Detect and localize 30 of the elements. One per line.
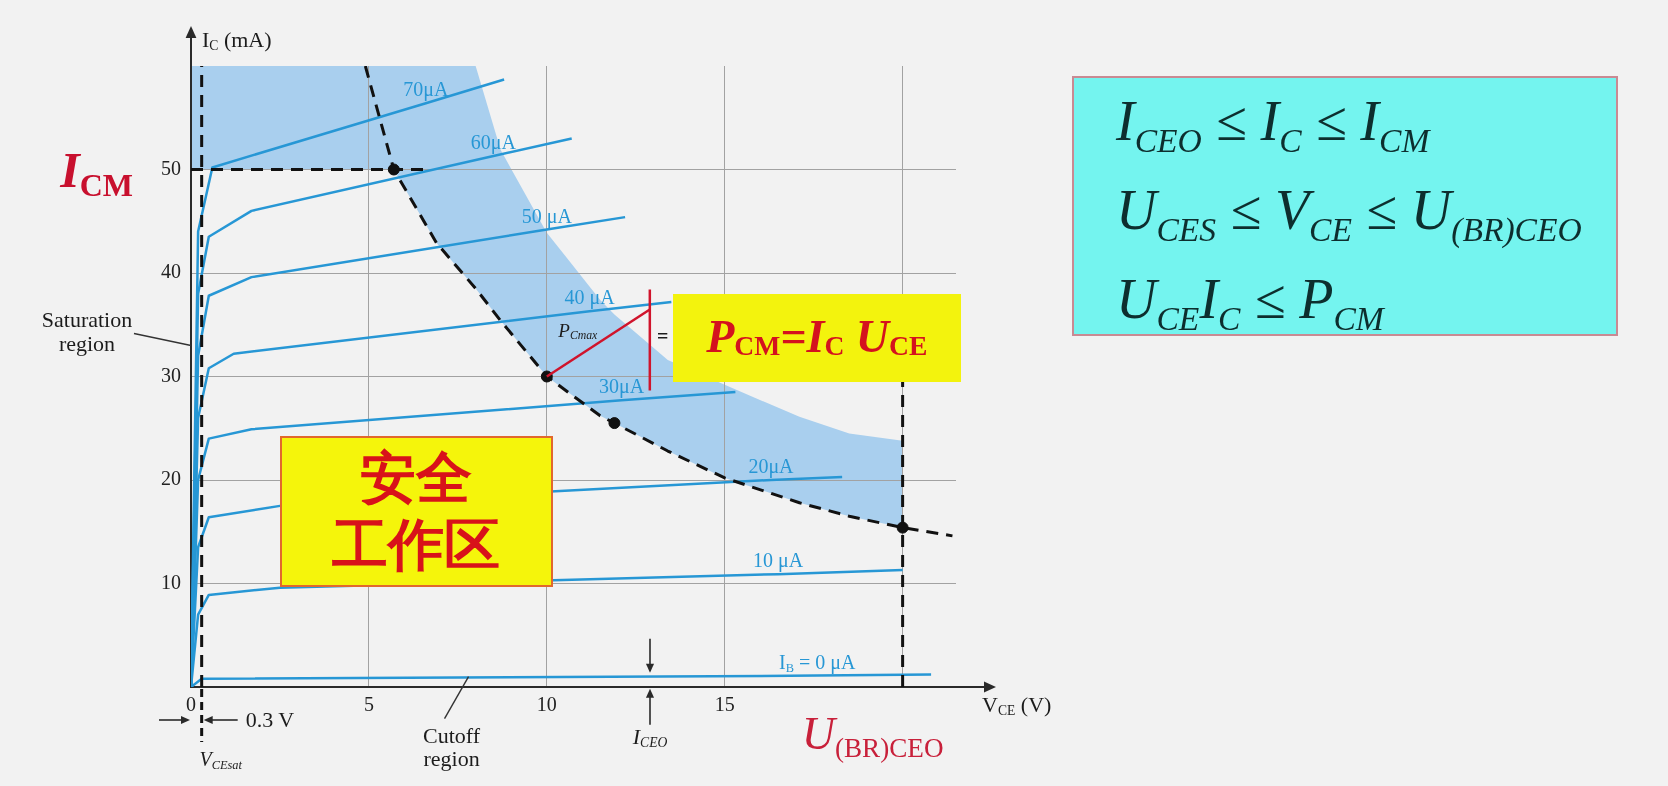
annotation: 0.3 V — [245, 706, 295, 733]
annotation: P$_{CM}$=I$_{C}$ U$_{CE}$ — [706, 311, 928, 363]
annotation: Saturation region — [40, 307, 134, 356]
annotation: I$_{CEO}$ — [632, 723, 668, 750]
annotation: P$_{Cmax}$ — [558, 319, 598, 342]
y-tick-label: 10 — [161, 570, 181, 593]
y-tick-label: 20 — [161, 467, 181, 490]
annotation: Cutoff region — [422, 722, 482, 771]
annotation: 安全工作区 — [331, 445, 501, 578]
text: I$_{CEO}$ ≤ I$_{C}$ ≤ I$_{CM}$ — [1116, 90, 1430, 159]
text: U$_{CE}$I$_{C}$ ≤ P$_{CM}$ — [1116, 268, 1384, 337]
x-tick-label: 10 — [536, 693, 557, 716]
series-label: 10 μA — [752, 549, 804, 572]
ref-line-label: V$_{CEsat}$ — [199, 748, 242, 773]
series-label: 70μA — [403, 78, 449, 101]
text: U$_{CES}$ ≤ V$_{CE}$ ≤ U$_{(BR)CEO}$ — [1116, 179, 1582, 248]
y-tick-label: 30 — [161, 363, 181, 386]
x-tick-label: 15 — [714, 693, 735, 716]
x-axis-title: V$_{CE}$ (V) — [982, 691, 1052, 719]
x-tick-label: 5 — [363, 693, 374, 716]
y-tick-label: 40 — [161, 260, 181, 283]
y-axis-title: I$_{C}$ (mA) — [202, 26, 272, 54]
annotation: = — [657, 324, 669, 347]
series-label: 40 μA — [564, 286, 615, 309]
series-label: I$_{B}$ = 0 μA — [779, 650, 856, 675]
y-tick-label: 50 — [161, 156, 181, 179]
series-label: U$_{(BR)CEO}$ — [801, 707, 944, 763]
series-label: I$_{CM}$ — [60, 141, 133, 203]
series-label: 20μA — [748, 455, 794, 477]
series-label: 30μA — [598, 375, 645, 398]
